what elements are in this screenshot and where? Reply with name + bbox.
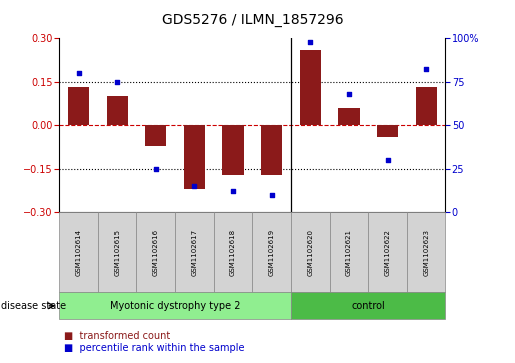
- Bar: [184, 125, 205, 189]
- Text: GSM1102623: GSM1102623: [423, 229, 429, 276]
- Point: [190, 183, 198, 189]
- Text: disease state: disease state: [1, 301, 66, 311]
- Bar: [300, 50, 321, 125]
- Point: [229, 188, 237, 194]
- Bar: [338, 108, 359, 125]
- Text: GSM1102615: GSM1102615: [114, 229, 120, 276]
- Point: [383, 157, 392, 163]
- Point: [113, 79, 122, 85]
- Bar: [416, 87, 437, 125]
- Text: GSM1102620: GSM1102620: [307, 229, 313, 276]
- Bar: [107, 96, 128, 125]
- Text: Myotonic dystrophy type 2: Myotonic dystrophy type 2: [110, 301, 241, 311]
- Bar: [377, 125, 398, 137]
- Point: [422, 66, 431, 72]
- Text: GSM1102622: GSM1102622: [385, 229, 390, 276]
- Text: GSM1102618: GSM1102618: [230, 229, 236, 276]
- Text: GSM1102617: GSM1102617: [192, 229, 197, 276]
- Bar: [68, 87, 89, 125]
- Point: [306, 39, 314, 45]
- Point: [74, 70, 82, 76]
- Text: ■  transformed count: ■ transformed count: [64, 331, 170, 341]
- Text: GSM1102614: GSM1102614: [76, 229, 81, 276]
- Point: [268, 192, 276, 198]
- Text: GSM1102621: GSM1102621: [346, 229, 352, 276]
- Bar: [261, 125, 282, 175]
- Text: GDS5276 / ILMN_1857296: GDS5276 / ILMN_1857296: [162, 13, 343, 27]
- Point: [345, 91, 353, 97]
- Text: GSM1102619: GSM1102619: [269, 229, 274, 276]
- Text: ■  percentile rank within the sample: ■ percentile rank within the sample: [64, 343, 245, 354]
- Bar: [145, 125, 166, 146]
- Bar: [222, 125, 244, 175]
- Point: [151, 166, 160, 172]
- Text: GSM1102616: GSM1102616: [153, 229, 159, 276]
- Text: control: control: [351, 301, 385, 311]
